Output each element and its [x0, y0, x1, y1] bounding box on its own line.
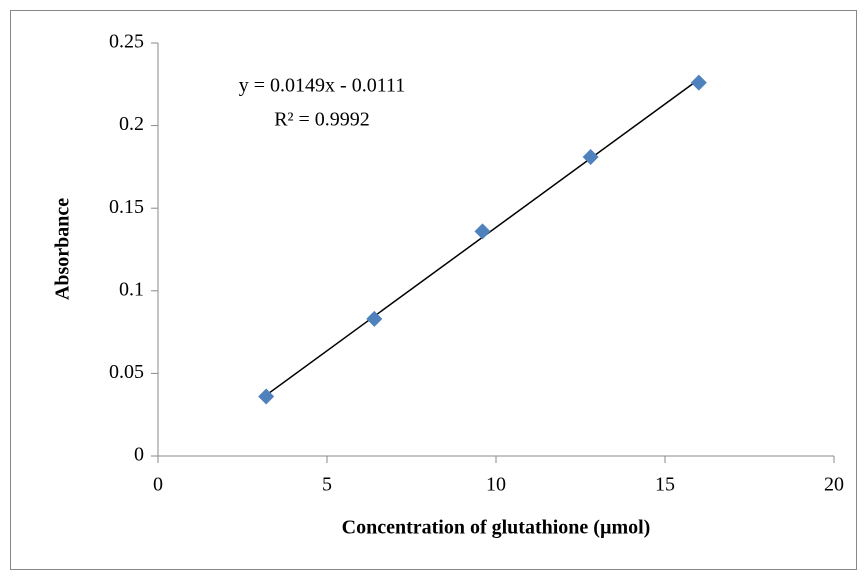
marker: [582, 148, 599, 165]
chart-border: [10, 10, 857, 570]
y-tick-label: 0: [134, 444, 144, 466]
r-squared: R² = 0.9992: [274, 109, 370, 131]
y-tick-label: 0.1: [119, 278, 144, 300]
y-axis-label: Absorbance: [52, 198, 74, 300]
y-tick-label: 0.2: [119, 113, 144, 135]
x-tick-label: 10: [486, 474, 506, 496]
y-tick-label: 0.05: [109, 361, 144, 383]
equation: y = 0.0149x - 0.0111: [239, 75, 405, 97]
marker: [258, 388, 275, 405]
x-tick-label: 0: [153, 474, 163, 496]
y-tick-label: 0.15: [109, 196, 144, 218]
marker: [474, 223, 491, 240]
marker: [366, 310, 383, 327]
x-tick-label: 5: [322, 474, 332, 496]
x-tick-label: 20: [824, 474, 844, 496]
x-tick-label: 15: [655, 474, 675, 496]
x-axis-label: Concentration of glutathione (µmol): [342, 517, 651, 539]
marker: [690, 74, 707, 91]
y-tick-label: 0.25: [109, 31, 144, 53]
